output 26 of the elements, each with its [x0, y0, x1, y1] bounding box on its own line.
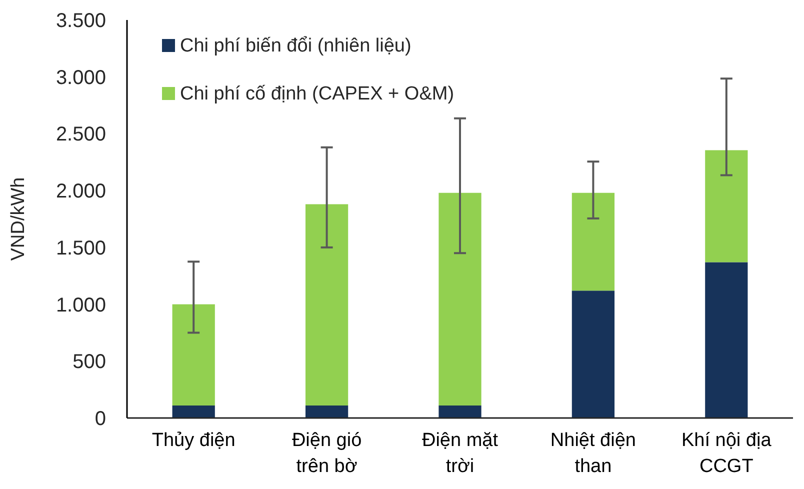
bar [305, 405, 348, 418]
y-tick-label: 500 [72, 351, 106, 374]
x-tick-label: Điện gió trên bờ [292, 430, 362, 477]
y-axis-title: VND/kWh [8, 177, 29, 261]
x-tick-label: Điện mặt trời [422, 430, 499, 477]
bar [305, 204, 348, 406]
y-tick-label: 0 [94, 408, 106, 430]
y-tick-label: 3.000 [56, 66, 106, 89]
legend-label: Chi phí cố định (CAPEX + O&M) [180, 84, 454, 105]
bar [572, 192, 615, 291]
bar [438, 192, 482, 406]
y-tick-label: 3.500 [56, 10, 106, 32]
legend-label: Chi phí biến đổi (nhiên liệu) [180, 36, 412, 57]
x-tick-label: Thủy điện [152, 430, 236, 451]
x-tick-label: Khí nội địa CCGT [682, 430, 772, 477]
y-tick-label: 2.500 [56, 124, 106, 146]
bar [172, 304, 215, 406]
x-tick-label: Nhiệt điện than [550, 430, 636, 477]
y-tick-label: 1.000 [56, 294, 106, 316]
bar [572, 290, 615, 418]
bar [172, 405, 215, 418]
bar [705, 150, 748, 262]
bar [705, 262, 748, 418]
y-tick-label: 2.000 [56, 180, 106, 203]
y-tick-label: 1.500 [56, 237, 106, 260]
bar [438, 405, 482, 418]
